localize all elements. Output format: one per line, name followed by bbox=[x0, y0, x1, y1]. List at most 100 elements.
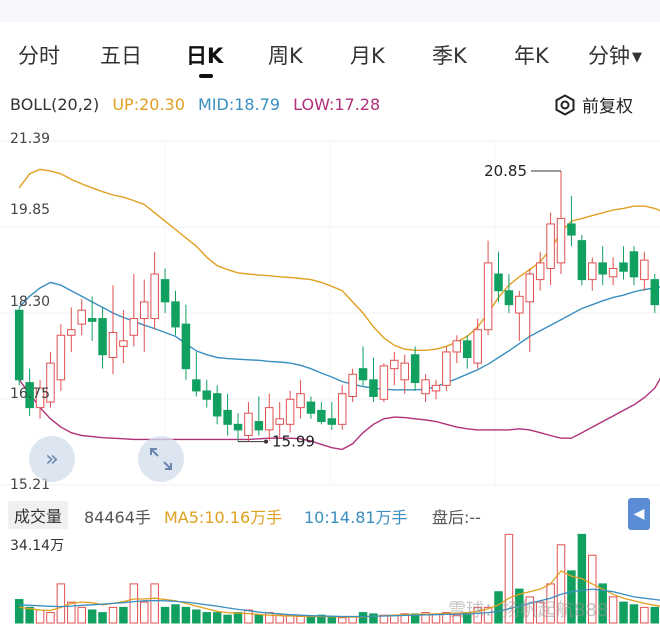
boll-mid-line bbox=[18, 281, 660, 391]
active-tab-indicator bbox=[199, 74, 213, 78]
candle-body bbox=[254, 421, 264, 431]
volume-bar bbox=[67, 601, 76, 624]
volume-bar bbox=[25, 606, 34, 624]
volume-chart[interactable] bbox=[0, 530, 660, 625]
candle-body bbox=[67, 329, 76, 336]
volume-bar bbox=[504, 533, 514, 624]
candle-body bbox=[546, 223, 555, 269]
tab-monthly-k[interactable]: 月K bbox=[350, 44, 385, 68]
volume-bar bbox=[473, 606, 482, 624]
candle bbox=[452, 335, 462, 364]
candle-body bbox=[35, 387, 45, 409]
high-price-label: 20.85 bbox=[484, 162, 527, 180]
volume-bar bbox=[306, 615, 316, 624]
tab-minute[interactable]: 分钟 ▼ bbox=[588, 40, 642, 70]
volume-bar bbox=[629, 604, 639, 624]
candle-body bbox=[244, 412, 253, 436]
candle-body bbox=[275, 418, 284, 425]
candle bbox=[556, 171, 566, 275]
candle-body bbox=[369, 379, 378, 397]
candle-body bbox=[192, 379, 201, 392]
candle bbox=[546, 212, 555, 286]
candle bbox=[348, 368, 357, 403]
candle-body bbox=[483, 262, 493, 331]
candle-body bbox=[556, 217, 566, 264]
candle-body bbox=[431, 384, 441, 392]
candle bbox=[171, 290, 180, 336]
candle bbox=[442, 346, 451, 391]
candle bbox=[588, 257, 597, 291]
candle-body bbox=[212, 393, 222, 417]
volume-bar bbox=[608, 596, 618, 624]
tab-daily-k[interactable]: 日K bbox=[186, 44, 224, 68]
double-chevron-right-icon: » bbox=[45, 446, 59, 472]
tab-weekly-k[interactable]: 周K bbox=[268, 44, 303, 68]
boll-upper-value: UP:20.30 bbox=[112, 95, 185, 114]
tab-intraday[interactable]: 分时 bbox=[18, 44, 60, 68]
volume-bar bbox=[452, 614, 462, 624]
volume-bar bbox=[369, 613, 378, 624]
volume-bar bbox=[171, 604, 180, 624]
indicator-name[interactable]: BOLL(20,2) bbox=[10, 95, 100, 114]
tab-five-day[interactable]: 五日 bbox=[100, 44, 142, 68]
candle-body bbox=[337, 393, 347, 425]
candle-body bbox=[494, 273, 503, 292]
volume-bar bbox=[98, 612, 107, 624]
candle bbox=[67, 307, 76, 352]
volume-bar bbox=[598, 583, 607, 624]
candle bbox=[233, 413, 243, 442]
candle bbox=[473, 318, 482, 369]
volume-ma10: 10:14.81万手 bbox=[304, 508, 408, 527]
volume-bar bbox=[640, 606, 649, 624]
tab-quarterly-k[interactable]: 季K bbox=[432, 44, 467, 68]
volume-bar bbox=[619, 601, 628, 624]
volume-bar bbox=[567, 570, 576, 624]
fullscreen-button[interactable] bbox=[138, 436, 184, 482]
volume-bar bbox=[192, 609, 201, 624]
tab-yearly-k[interactable]: 年K bbox=[514, 44, 549, 68]
y-tick-3: 18.30 bbox=[10, 294, 51, 310]
volume-bar bbox=[129, 583, 139, 624]
volume-bar bbox=[421, 612, 430, 624]
volume-bar bbox=[56, 583, 66, 624]
candle bbox=[212, 385, 222, 425]
candle bbox=[337, 385, 347, 430]
candle-body bbox=[504, 290, 514, 306]
volume-bar bbox=[442, 612, 451, 624]
candle-body bbox=[640, 259, 649, 281]
candle-body bbox=[452, 340, 462, 353]
volume-bar bbox=[400, 613, 409, 624]
candle bbox=[150, 251, 159, 330]
period-tabs: 分时 五日 日K 周K 月K 季K 年K 分钟 ▼ bbox=[0, 28, 660, 80]
y-tick-bottom: 15.21 bbox=[10, 477, 51, 493]
volume-bar bbox=[494, 591, 503, 624]
scroll-forward-button[interactable]: » bbox=[29, 436, 75, 482]
boll-lower-line bbox=[18, 377, 660, 451]
volume-indicator-tag[interactable]: 成交量 bbox=[8, 501, 69, 529]
candle-body bbox=[265, 407, 274, 431]
candle-body bbox=[150, 273, 159, 320]
watermark: 雪球：扬帆起航888 bbox=[448, 600, 609, 621]
volume-bar bbox=[317, 614, 326, 624]
tab-minute-label: 分钟 bbox=[588, 44, 630, 68]
candle-body bbox=[358, 368, 368, 381]
candle bbox=[317, 402, 326, 425]
candle-body bbox=[379, 365, 389, 400]
volume-bar bbox=[358, 612, 368, 624]
candlestick-chart[interactable]: 20.85 15.99 bbox=[0, 125, 660, 495]
candle bbox=[462, 335, 472, 369]
candle-body bbox=[77, 309, 86, 325]
candle bbox=[525, 268, 535, 352]
collapse-panel-button[interactable]: ◀ bbox=[628, 498, 650, 530]
price-adjust-toggle[interactable]: 前复权 bbox=[554, 92, 633, 117]
volume-bar bbox=[296, 615, 305, 624]
volume-ma10-line bbox=[19, 588, 660, 618]
volume-bar bbox=[46, 612, 55, 624]
volume-bar bbox=[119, 606, 128, 624]
candle-body bbox=[56, 334, 66, 381]
volume-bar bbox=[108, 606, 118, 624]
candle bbox=[192, 351, 201, 397]
candle bbox=[567, 196, 576, 247]
candle bbox=[650, 274, 660, 313]
volume-bar bbox=[202, 612, 212, 624]
